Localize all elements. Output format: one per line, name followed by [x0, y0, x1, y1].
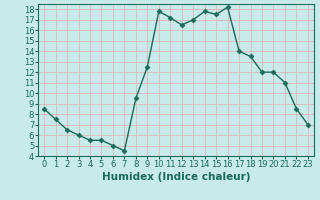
X-axis label: Humidex (Indice chaleur): Humidex (Indice chaleur): [102, 172, 250, 182]
